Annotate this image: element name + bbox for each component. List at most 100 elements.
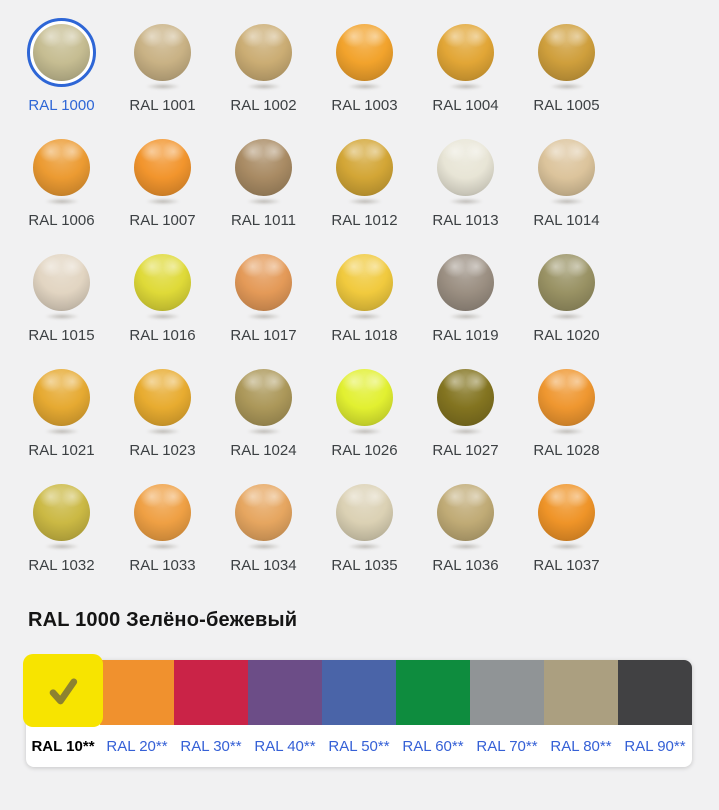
sphere-holder	[431, 248, 500, 321]
sphere-shadow	[239, 542, 288, 551]
sphere-shadow	[542, 427, 591, 436]
ral-color-option[interactable]: RAL 1024	[213, 361, 314, 476]
series-label[interactable]: RAL 20**	[106, 737, 168, 755]
ral-color-option[interactable]: RAL 1001	[112, 16, 213, 131]
ral-color-option[interactable]: RAL 1012	[314, 131, 415, 246]
sphere-gloss	[336, 369, 393, 426]
color-sphere	[134, 369, 191, 426]
sphere-gloss	[538, 139, 595, 196]
ral-color-option[interactable]: RAL 1028	[516, 361, 617, 476]
color-sphere	[134, 139, 191, 196]
sphere-holder	[431, 363, 500, 436]
color-sphere	[235, 369, 292, 426]
series-swatch[interactable]	[248, 660, 322, 725]
sphere-gloss	[538, 24, 595, 81]
sphere-holder	[128, 363, 197, 436]
series-swatch[interactable]	[174, 660, 248, 725]
ral-color-option[interactable]: RAL 1035	[314, 476, 415, 591]
ral-code-label: RAL 1014	[533, 212, 600, 229]
ral-color-option[interactable]: RAL 1003	[314, 16, 415, 131]
ral-color-option[interactable]: RAL 1017	[213, 246, 314, 361]
ral-color-option[interactable]: RAL 1037	[516, 476, 617, 591]
sphere-gloss	[33, 24, 90, 81]
ral-color-option[interactable]: RAL 1002	[213, 16, 314, 131]
sphere-shadow	[37, 542, 86, 551]
ral-color-option[interactable]: RAL 1019	[415, 246, 516, 361]
ral-code-label: RAL 1016	[129, 327, 196, 344]
ral-color-option[interactable]: RAL 1018	[314, 246, 415, 361]
sphere-holder	[27, 478, 96, 551]
series-swatch[interactable]	[322, 660, 396, 725]
series-swatch[interactable]	[23, 654, 103, 727]
ral-color-option[interactable]: RAL 1021	[11, 361, 112, 476]
sphere-holder	[128, 18, 197, 91]
ral-color-option[interactable]: RAL 1006	[11, 131, 112, 246]
ral-color-option[interactable]: RAL 1026	[314, 361, 415, 476]
sphere-shadow	[138, 542, 187, 551]
ral-color-option[interactable]: RAL 1007	[112, 131, 213, 246]
sphere-gloss	[437, 254, 494, 311]
series-swatch[interactable]	[618, 660, 692, 725]
color-sphere	[134, 484, 191, 541]
ral-color-option[interactable]: RAL 1015	[11, 246, 112, 361]
color-sphere	[336, 369, 393, 426]
ral-color-option[interactable]: RAL 1011	[213, 131, 314, 246]
ral-color-option[interactable]: RAL 1027	[415, 361, 516, 476]
series-swatch[interactable]	[396, 660, 470, 725]
ral-color-option[interactable]: RAL 1020	[516, 246, 617, 361]
ral-code-label: RAL 1018	[331, 327, 398, 344]
color-sphere	[235, 484, 292, 541]
ral-code-label: RAL 1027	[432, 442, 499, 459]
ral-color-option[interactable]: RAL 1032	[11, 476, 112, 591]
sphere-shadow	[441, 427, 490, 436]
ral-code-label: RAL 1028	[533, 442, 600, 459]
ral-color-option[interactable]: RAL 1016	[112, 246, 213, 361]
sphere-holder	[330, 133, 399, 206]
sphere-shadow	[37, 312, 86, 321]
series-label[interactable]: RAL 10**	[31, 737, 95, 755]
color-sphere	[437, 369, 494, 426]
series-label[interactable]: RAL 80**	[550, 737, 612, 755]
sphere-shadow	[542, 542, 591, 551]
series-label[interactable]: RAL 40**	[254, 737, 316, 755]
ral-color-option[interactable]: RAL 1036	[415, 476, 516, 591]
ral-color-option[interactable]: RAL 1004	[415, 16, 516, 131]
series-swatch[interactable]	[544, 660, 618, 725]
sphere-holder	[229, 133, 298, 206]
series-label[interactable]: RAL 90**	[624, 737, 686, 755]
color-sphere	[33, 24, 90, 81]
ral-color-option[interactable]: RAL 1034	[213, 476, 314, 591]
series-label[interactable]: RAL 30**	[180, 737, 242, 755]
series-swatch[interactable]	[100, 660, 174, 725]
ral-catalog-page: RAL 1000 RAL 1001 RAL 1002 RAL 1003 RAL 1004…	[11, 16, 692, 767]
ral-color-option[interactable]: RAL 1000	[11, 16, 112, 131]
ral-code-label: RAL 1023	[129, 442, 196, 459]
ral-color-option[interactable]: RAL 1013	[415, 131, 516, 246]
ral-color-option[interactable]: RAL 1014	[516, 131, 617, 246]
color-sphere	[538, 139, 595, 196]
sphere-holder	[229, 478, 298, 551]
series-label[interactable]: RAL 70**	[476, 737, 538, 755]
series-label[interactable]: RAL 60**	[402, 737, 464, 755]
ral-code-label: RAL 1035	[331, 557, 398, 574]
check-icon	[49, 678, 78, 704]
ral-color-option[interactable]: RAL 1005	[516, 16, 617, 131]
ral-code-label: RAL 1032	[28, 557, 95, 574]
ral-color-option[interactable]: RAL 1023	[112, 361, 213, 476]
sphere-gloss	[437, 484, 494, 541]
sphere-shadow	[340, 82, 389, 91]
series-swatch[interactable]	[470, 660, 544, 725]
sphere-holder	[27, 133, 96, 206]
sphere-gloss	[33, 254, 90, 311]
ral-color-option[interactable]: RAL 1033	[112, 476, 213, 591]
ral-code-label: RAL 1005	[533, 97, 600, 114]
sphere-shadow	[37, 197, 86, 206]
ral-code-label: RAL 1037	[533, 557, 600, 574]
sphere-holder	[229, 18, 298, 91]
sphere-holder	[532, 18, 601, 91]
sphere-gloss	[235, 484, 292, 541]
series-label[interactable]: RAL 50**	[328, 737, 390, 755]
sphere-shadow	[138, 312, 187, 321]
color-sphere	[235, 139, 292, 196]
sphere-shadow	[542, 197, 591, 206]
